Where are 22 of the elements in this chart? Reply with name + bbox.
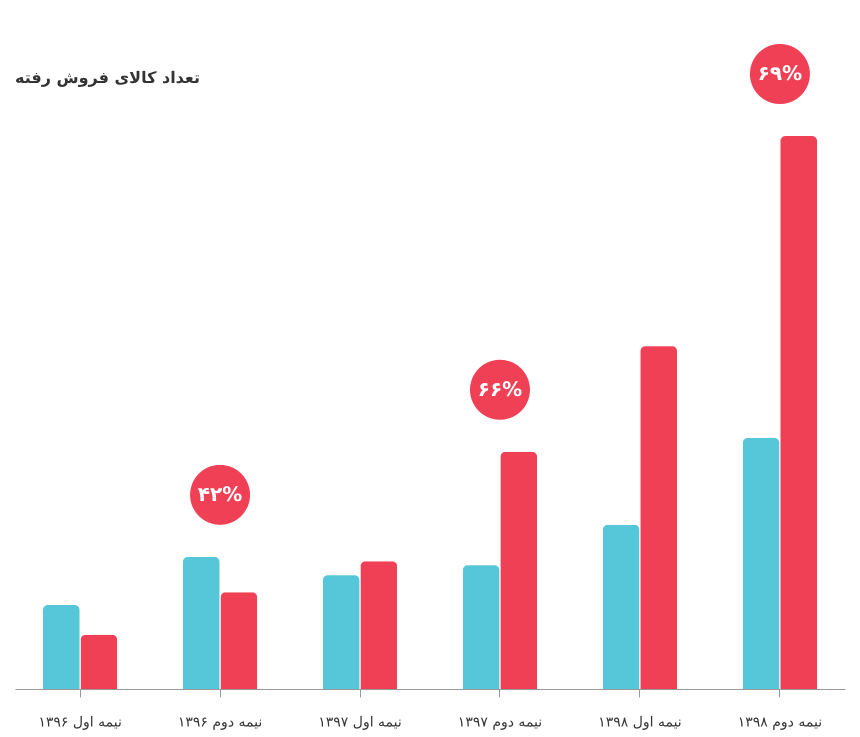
bar xyxy=(322,575,360,689)
x-tick-label: نیمه اول ۱۳۹۷ xyxy=(318,714,402,730)
bar xyxy=(42,604,80,689)
bar xyxy=(360,561,398,689)
x-tick-label: نیمه اول ۱۳۹۶ xyxy=(38,714,122,730)
annotation: ۶۹% xyxy=(758,61,802,85)
bar xyxy=(640,346,678,689)
bar xyxy=(780,136,818,689)
x-tick-label: نیمه دوم ۱۳۹۷ xyxy=(458,714,542,730)
bar xyxy=(500,452,538,689)
chart-title: تعداد کالای فروش رفته xyxy=(15,68,200,87)
x-tick-label: نیمه دوم ۱۳۹۸ xyxy=(738,714,822,730)
annotation: ۴۲% xyxy=(198,482,242,506)
x-tick-label: نیمه اول ۱۳۹۸ xyxy=(598,714,682,730)
bar xyxy=(462,565,500,689)
bar xyxy=(602,524,640,689)
bar xyxy=(80,634,118,689)
x-tick-label: نیمه دوم ۱۳۹۶ xyxy=(178,714,262,730)
bar xyxy=(220,592,258,689)
bar xyxy=(742,438,780,689)
bar xyxy=(182,556,220,689)
annotation: ۶۶% xyxy=(478,376,522,401)
